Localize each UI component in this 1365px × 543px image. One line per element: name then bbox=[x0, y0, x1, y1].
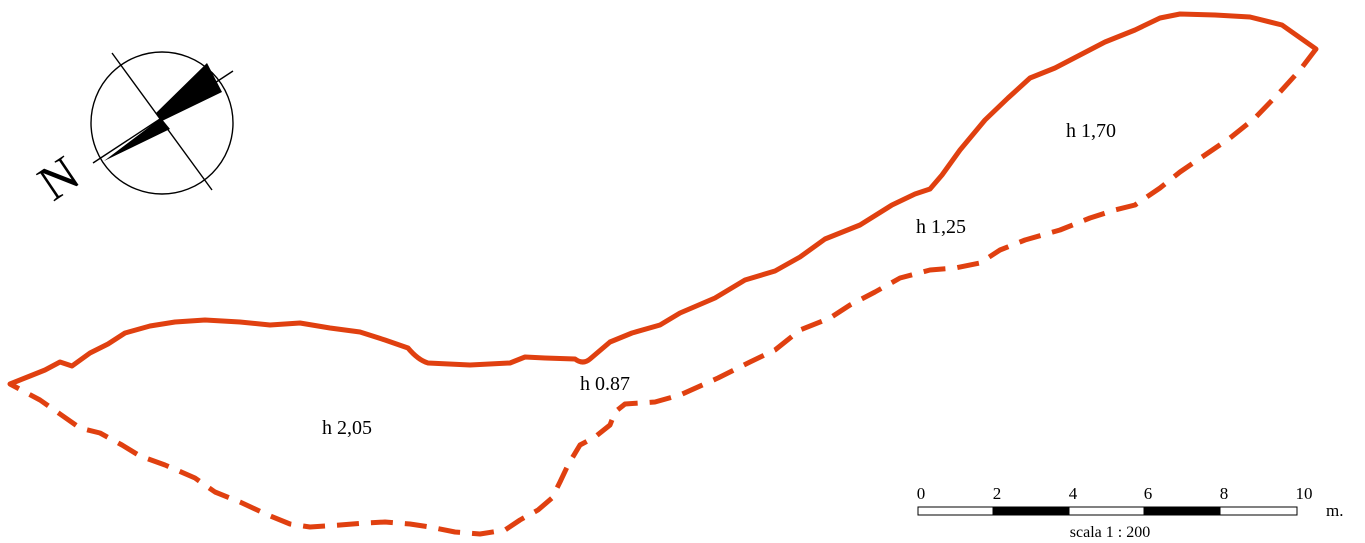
scale-bar-segment-white bbox=[917, 506, 994, 516]
cave-dripline-dashed bbox=[8, 47, 1318, 537]
scale-unit-label: m. bbox=[1326, 501, 1343, 520]
scale-bar-segment-black bbox=[993, 507, 1069, 515]
compass-needle-tail bbox=[104, 118, 170, 161]
scale-tick-label: 4 bbox=[1069, 484, 1078, 503]
height-label: h 0.87 bbox=[580, 373, 630, 395]
scale-tick-label: 6 bbox=[1144, 484, 1153, 503]
compass-circle bbox=[90, 51, 234, 195]
scale-bar-segment-white bbox=[1219, 506, 1298, 516]
cave-wall-line bbox=[7, 11, 1319, 387]
north-letter: N bbox=[28, 145, 89, 212]
height-label: h 1,70 bbox=[1066, 120, 1116, 142]
scale-tick-label: 10 bbox=[1296, 484, 1313, 503]
scale-bar-segment-black bbox=[1144, 507, 1220, 515]
scale-bar: 0 2 4 6 8 10 m. scala 1 : 200 bbox=[917, 484, 1344, 541]
compass-north-arrow-icon: N bbox=[28, 51, 234, 212]
scale-tick-label: 2 bbox=[993, 484, 1002, 503]
height-label: h 1,25 bbox=[916, 216, 966, 238]
height-label: h 2,05 bbox=[322, 417, 372, 439]
scale-bar-segment-white bbox=[1068, 506, 1145, 516]
scale-tick-label: 0 bbox=[917, 484, 926, 503]
compass-needle-head bbox=[156, 63, 222, 121]
scale-tick-label: 8 bbox=[1220, 484, 1229, 503]
scale-caption: scala 1 : 200 bbox=[1070, 524, 1150, 541]
